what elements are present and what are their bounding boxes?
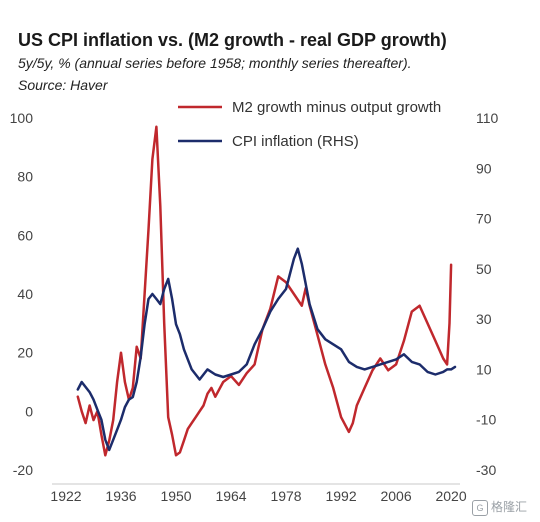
series-line-m2 — [76, 125, 453, 457]
watermark-logo-icon: G — [472, 499, 488, 516]
series-layer — [76, 125, 457, 457]
y-right-tick-label: 90 — [476, 160, 492, 176]
y-right-tick-label: -30 — [476, 462, 496, 478]
x-tick-label: 2006 — [380, 488, 411, 504]
y-left-tick-label: 80 — [17, 169, 33, 185]
y-right-tick-label: 50 — [476, 261, 492, 277]
y-right-tick-label: 30 — [476, 311, 492, 327]
legend-label-m2: M2 growth minus output growth — [232, 99, 441, 116]
y-right-tick-label: 70 — [476, 211, 492, 227]
y-right-tick-label: 110 — [476, 110, 499, 126]
x-tick-label: 1978 — [270, 488, 301, 504]
watermark: G 格隆汇 — [472, 498, 527, 516]
x-tick-labels: 1922 1936 1950 1964 1978 1992 2006 2020 — [50, 488, 466, 504]
y-left-tick-label: 0 — [25, 403, 33, 419]
chart-title: US CPI inflation vs. (M2 growth - real G… — [18, 30, 447, 50]
x-tick-label: 1992 — [325, 488, 356, 504]
y-right-tick-label: 10 — [476, 361, 492, 377]
chart-subtitle: 5y/5y, % (annual series before 1958; mon… — [18, 55, 412, 71]
series-line-cpi — [76, 247, 457, 452]
y-left-tick-label: 100 — [10, 110, 34, 126]
legend: M2 growth minus output growth CPI inflat… — [178, 99, 441, 150]
x-tick-label: 1950 — [160, 488, 191, 504]
y-left-tick-label: 20 — [17, 345, 33, 361]
x-tick-label: 1936 — [105, 488, 136, 504]
y-left-tick-label: -20 — [13, 462, 33, 478]
y-right-tick-labels: 110 90 70 50 30 10 -10 -30 — [476, 110, 499, 478]
chart-source: Source: Haver — [18, 77, 108, 93]
y-right-tick-label: -10 — [476, 412, 496, 428]
legend-label-cpi: CPI inflation (RHS) — [232, 133, 359, 150]
x-tick-label: 1922 — [50, 488, 81, 504]
y-left-tick-labels: 100 80 60 40 20 0 -20 — [10, 110, 34, 478]
x-tick-label: 2020 — [435, 488, 466, 504]
y-left-tick-label: 60 — [17, 227, 33, 243]
y-left-tick-label: 40 — [17, 286, 33, 302]
watermark-text: 格隆汇 — [491, 500, 528, 514]
x-tick-label: 1964 — [215, 488, 246, 504]
